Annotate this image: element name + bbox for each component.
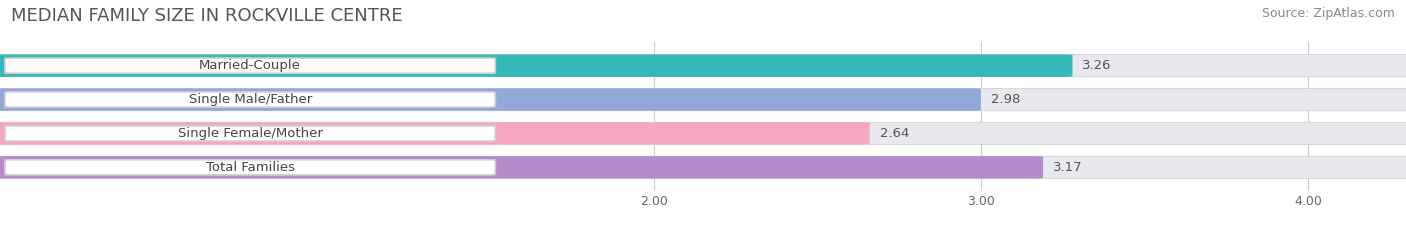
Text: Single Female/Mother: Single Female/Mother bbox=[177, 127, 322, 140]
Text: 3.26: 3.26 bbox=[1083, 59, 1112, 72]
FancyBboxPatch shape bbox=[0, 122, 870, 145]
Text: Married-Couple: Married-Couple bbox=[200, 59, 301, 72]
Text: Source: ZipAtlas.com: Source: ZipAtlas.com bbox=[1261, 7, 1395, 20]
Text: 2.64: 2.64 bbox=[880, 127, 908, 140]
FancyBboxPatch shape bbox=[4, 126, 495, 141]
FancyBboxPatch shape bbox=[0, 156, 1406, 178]
Text: 2.98: 2.98 bbox=[991, 93, 1021, 106]
FancyBboxPatch shape bbox=[4, 92, 495, 107]
FancyBboxPatch shape bbox=[0, 55, 1073, 77]
Text: Single Male/Father: Single Male/Father bbox=[188, 93, 312, 106]
FancyBboxPatch shape bbox=[4, 58, 495, 73]
Text: MEDIAN FAMILY SIZE IN ROCKVILLE CENTRE: MEDIAN FAMILY SIZE IN ROCKVILLE CENTRE bbox=[11, 7, 404, 25]
FancyBboxPatch shape bbox=[0, 122, 1406, 145]
Text: Total Families: Total Families bbox=[205, 161, 295, 174]
FancyBboxPatch shape bbox=[0, 88, 1406, 111]
FancyBboxPatch shape bbox=[4, 160, 495, 175]
FancyBboxPatch shape bbox=[0, 156, 1043, 178]
FancyBboxPatch shape bbox=[0, 55, 1406, 77]
Text: 3.17: 3.17 bbox=[1053, 161, 1083, 174]
FancyBboxPatch shape bbox=[0, 88, 981, 111]
